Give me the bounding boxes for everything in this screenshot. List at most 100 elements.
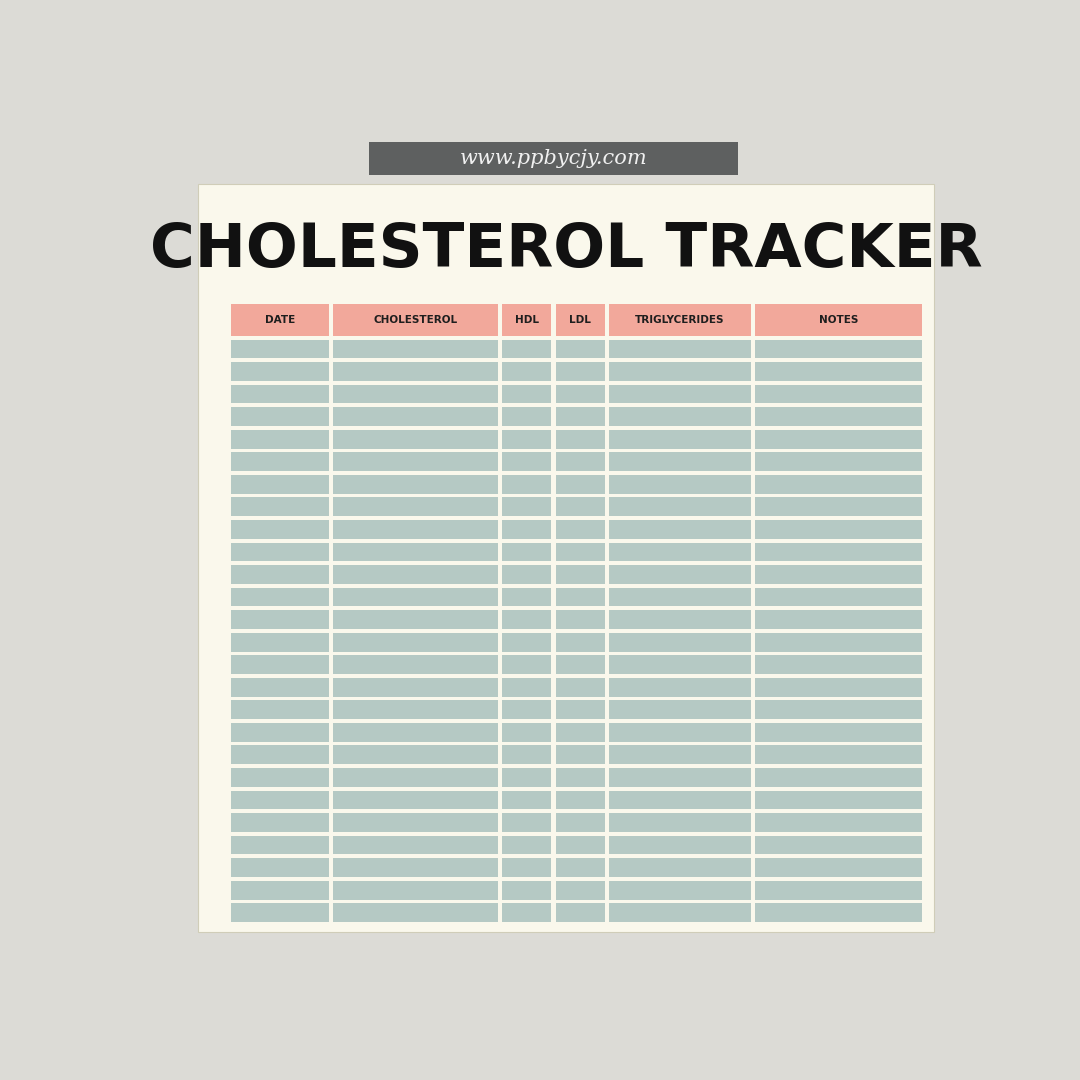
Bar <box>609 656 751 674</box>
Bar <box>755 859 922 877</box>
Bar <box>502 339 552 359</box>
Bar <box>333 903 498 922</box>
Bar <box>755 836 922 854</box>
Bar <box>502 859 552 877</box>
Bar <box>502 678 552 697</box>
Bar <box>555 903 605 922</box>
Bar <box>369 143 738 175</box>
Bar <box>502 700 552 719</box>
Bar <box>502 813 552 832</box>
Bar <box>502 519 552 539</box>
Bar <box>231 678 329 697</box>
Bar <box>755 745 922 765</box>
Bar <box>333 453 498 471</box>
Bar <box>555 791 605 809</box>
Bar <box>555 565 605 584</box>
Bar <box>755 791 922 809</box>
Bar <box>609 565 751 584</box>
Bar <box>502 903 552 922</box>
Bar <box>502 565 552 584</box>
Bar <box>231 881 329 900</box>
Bar <box>755 305 922 336</box>
Text: HDL: HDL <box>515 315 539 325</box>
Bar <box>231 791 329 809</box>
Bar <box>502 430 552 448</box>
Bar <box>755 588 922 607</box>
Bar <box>502 407 552 426</box>
Bar <box>231 565 329 584</box>
Bar <box>231 339 329 359</box>
Bar <box>502 305 552 336</box>
Bar <box>333 768 498 787</box>
Bar <box>555 453 605 471</box>
Bar <box>333 407 498 426</box>
Bar <box>555 656 605 674</box>
Bar <box>755 881 922 900</box>
Bar <box>231 700 329 719</box>
Bar <box>231 588 329 607</box>
Bar <box>755 700 922 719</box>
Bar <box>333 881 498 900</box>
Bar <box>231 656 329 674</box>
Bar <box>755 519 922 539</box>
Bar <box>333 723 498 742</box>
Text: www.ppbycjy.com: www.ppbycjy.com <box>460 149 647 168</box>
Bar <box>333 791 498 809</box>
Bar <box>609 588 751 607</box>
Bar <box>555 305 605 336</box>
Bar <box>609 700 751 719</box>
Bar <box>231 859 329 877</box>
Bar <box>502 836 552 854</box>
Bar <box>755 903 922 922</box>
Text: CHOLESTEROL TRACKER: CHOLESTEROL TRACKER <box>150 220 983 280</box>
Bar <box>333 384 498 404</box>
Bar <box>555 588 605 607</box>
Bar <box>502 745 552 765</box>
Bar <box>555 723 605 742</box>
Bar <box>555 768 605 787</box>
Bar <box>231 633 329 651</box>
Bar <box>555 362 605 381</box>
Bar <box>333 836 498 854</box>
Bar <box>231 407 329 426</box>
Bar <box>755 430 922 448</box>
Bar <box>231 430 329 448</box>
Bar <box>333 519 498 539</box>
Bar <box>555 542 605 562</box>
Text: LDL: LDL <box>569 315 591 325</box>
Bar <box>502 384 552 404</box>
Bar <box>502 362 552 381</box>
Bar <box>502 791 552 809</box>
Bar <box>609 430 751 448</box>
Bar <box>555 498 605 516</box>
Bar <box>755 656 922 674</box>
Bar <box>609 768 751 787</box>
Bar <box>231 723 329 742</box>
Bar <box>609 339 751 359</box>
Bar <box>502 881 552 900</box>
Bar <box>555 678 605 697</box>
Bar <box>231 362 329 381</box>
Bar <box>755 384 922 404</box>
Bar <box>333 745 498 765</box>
Bar <box>609 813 751 832</box>
Bar <box>231 475 329 494</box>
Bar <box>333 859 498 877</box>
Bar <box>333 305 498 336</box>
Bar <box>333 565 498 584</box>
Bar <box>231 768 329 787</box>
Bar <box>231 542 329 562</box>
Bar <box>502 610 552 629</box>
Bar <box>231 745 329 765</box>
Bar <box>755 542 922 562</box>
Bar <box>755 768 922 787</box>
Bar <box>609 836 751 854</box>
Bar <box>502 475 552 494</box>
Bar <box>231 453 329 471</box>
Bar <box>333 498 498 516</box>
Bar <box>231 813 329 832</box>
Bar <box>609 881 751 900</box>
Bar <box>333 610 498 629</box>
Bar <box>609 723 751 742</box>
Bar <box>609 498 751 516</box>
